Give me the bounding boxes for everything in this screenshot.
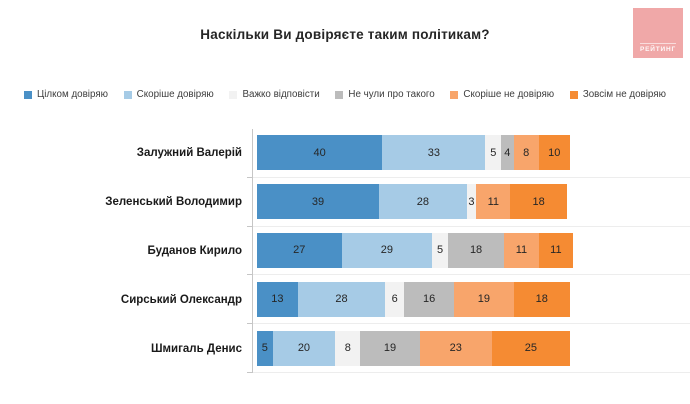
bar-row: Зеленський Володимир 39 28 3 11 18 [0, 177, 690, 227]
legend-item: Скоріше не довіряю [450, 89, 554, 100]
bar-segment: 19 [454, 281, 514, 317]
bar-segment: 8 [513, 135, 539, 171]
bar-track: 13 28 6 16 19 18 [247, 275, 690, 325]
legend-swatch-icon [229, 90, 238, 99]
bar-segment: 5 [257, 330, 273, 366]
chart-title: Наскільки Ви довіряєте таким політикам? [200, 27, 490, 42]
legend-item: Скоріше довіряю [123, 89, 214, 100]
legend-swatch-icon [450, 90, 459, 99]
bar-segment: 18 [510, 184, 567, 220]
legend-swatch-icon [335, 90, 344, 99]
legend-label: Скоріше довіряю [136, 89, 214, 100]
legend-label: Не чули про такого [348, 89, 435, 100]
bar-segment: 5 [432, 232, 448, 268]
category-label: Сирський Олександр [120, 293, 242, 306]
legend-label: Скоріше не довіряю [463, 89, 555, 100]
legend-item: Зовсім не довіряю [569, 89, 666, 100]
bar-segment: 8 [335, 330, 361, 366]
bar-segment: 27 [257, 232, 342, 268]
bar-track: 27 29 5 18 11 11 [247, 226, 690, 276]
legend-item: Важко відповісти [229, 89, 320, 100]
bar-track: 40 33 5 4 8 10 [247, 129, 690, 178]
legend-label: Зовсім не довіряю [582, 89, 666, 100]
legend-item: Не чули про такого [335, 89, 435, 100]
bar-segment: 11 [504, 232, 539, 268]
bar-segment: 11 [538, 232, 574, 268]
bar-row: Шмигаль Денис 5 20 8 19 23 25 [0, 324, 690, 373]
bar-segment: 6 [385, 281, 405, 317]
bar-segment: 18 [513, 281, 570, 317]
bar-segment: 28 [297, 281, 386, 317]
bar-segment: 16 [404, 281, 455, 317]
bar-segment: 18 [447, 232, 505, 268]
bar-segment: 29 [341, 232, 433, 268]
legend-swatch-icon [123, 90, 132, 99]
legend-label: Важко відповісти [242, 89, 320, 100]
bar-segment: 33 [382, 135, 486, 171]
bar-segment: 28 [379, 184, 467, 220]
bar-segment: 40 [257, 135, 383, 171]
bar-segment: 25 [491, 330, 570, 366]
bar-segment: 11 [476, 184, 511, 220]
bar-segment: 13 [257, 281, 298, 317]
plot-area: Залужний Валерій 40 33 5 4 8 10 Зеленський Воло… [0, 129, 690, 373]
bar-segment: 20 [272, 330, 336, 366]
bar-segment: 23 [419, 330, 492, 366]
logo-text: РЕЙТИНГ [640, 43, 676, 53]
category-label: Буданов Кирило [147, 244, 242, 257]
category-label: Залужний Валерій [136, 147, 242, 160]
bar-track: 5 20 8 19 23 25 [247, 324, 690, 373]
category-label: Шмигаль Денис [150, 342, 242, 355]
legend-swatch-icon [569, 90, 578, 99]
legend-item: Цілком довіряю [24, 89, 108, 100]
bar-segment: 19 [360, 330, 420, 366]
bar-row: Буданов Кирило 27 29 5 18 11 11 [0, 226, 690, 276]
bar-segment: 4 [501, 135, 514, 171]
bar-segment: 5 [485, 135, 502, 171]
bar-track: 39 28 3 11 18 [247, 177, 690, 227]
legend-swatch-icon [24, 90, 32, 99]
bar-row: Сирський Олександр 13 28 6 16 19 18 [0, 275, 690, 325]
legend: Цілком довіряю Скоріше довіряю Важко відпо… [0, 89, 690, 100]
bar-row: Залужний Валерій 40 33 5 4 8 10 [0, 129, 690, 178]
rating-group-logo: РЕЙТИНГ [633, 8, 683, 58]
bar-segment: 10 [538, 135, 570, 171]
legend-label: Цілком довіряю [37, 89, 108, 100]
bar-segment: 39 [257, 184, 380, 220]
bar-segment: 3 [466, 184, 477, 220]
category-label: Зеленський Володимир [105, 196, 242, 209]
